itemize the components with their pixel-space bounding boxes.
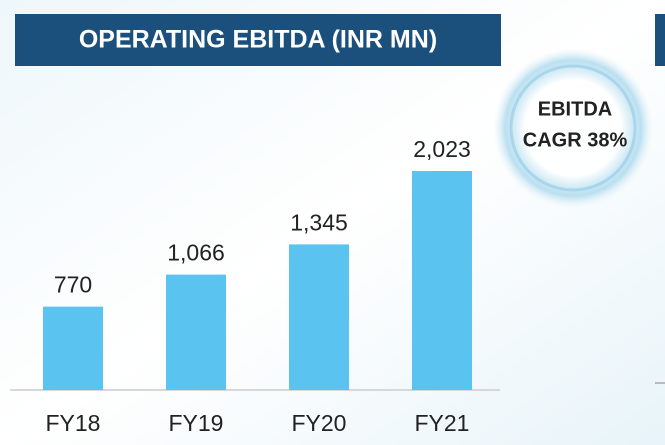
title-box [15, 14, 501, 66]
splash-ring [509, 64, 637, 192]
x-tick-label: FY19 [169, 410, 224, 436]
x-tick-label: FY20 [292, 410, 347, 436]
annotation: CAGR 38% [523, 129, 628, 151]
bar [43, 306, 103, 390]
chart-title: OPERATING EBITDA (INR MN) [79, 26, 437, 54]
x-tick-label: FY18 [46, 410, 101, 436]
bar [289, 244, 349, 390]
bar [166, 274, 226, 390]
splash [493, 48, 653, 208]
value-label: 1,066 [167, 240, 225, 266]
x-tick-label: FY21 [415, 410, 470, 436]
value-label: 2,023 [413, 136, 471, 162]
bar [412, 171, 472, 390]
annotation: EBITDA [538, 98, 612, 120]
next-panel-box [655, 14, 665, 66]
value-label: 1,345 [290, 209, 348, 235]
value-label: 770 [54, 272, 92, 298]
